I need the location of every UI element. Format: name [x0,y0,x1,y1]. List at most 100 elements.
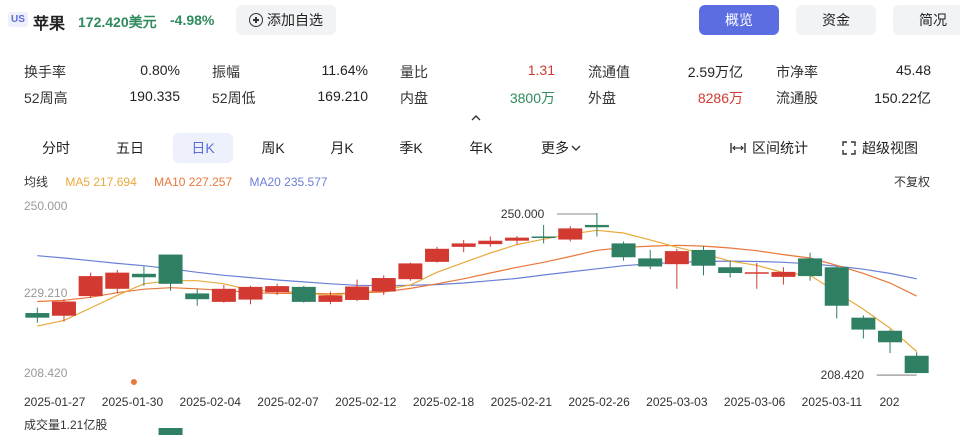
candle-body [425,248,450,262]
candle-body [291,286,316,302]
event-marker-dot [130,379,137,385]
candle-body [878,330,903,343]
stat-value: 11.64% [321,62,368,78]
x-tick-label: 2025-02-04 [180,395,242,409]
y-tick-label: 250.000 [24,199,68,213]
ma10-line [37,244,917,303]
tab-yearly-k[interactable]: 年K [469,140,493,156]
stock-name: 苹果 [33,16,66,33]
stat-value: 0.80% [140,62,180,78]
x-tick-label: 2025-02-21 [491,395,553,409]
tab-intraday[interactable]: 分时 [42,140,70,156]
interval-icon [730,143,746,153]
candle-body [478,240,503,245]
candle-body [638,258,663,267]
candle-body [824,267,849,306]
candle-body [185,293,210,300]
candle-body [718,267,743,274]
x-tick-label: 2025-01-30 [102,395,164,409]
x-tick-label: 2025-02-12 [335,395,397,409]
market-badge: US [8,12,28,27]
stat-value: 8286万 [697,90,743,106]
candle-body [51,301,76,316]
add-watchlist-label: 添加自选 [267,12,323,28]
x-tick-label: 2025-03-11 [802,395,863,409]
tab-monthly-k[interactable]: 月K [330,140,354,156]
tab-quarterly-k[interactable]: 季K [399,140,423,156]
stat-label: 外盘 [588,90,616,106]
stat-label: 流通股 [776,90,818,106]
stock-price: 172.420美元 [78,14,157,30]
stat-label: 流通值 [588,64,630,80]
interval-stats-button[interactable]: 区间统计 [730,133,808,163]
chevron-down-icon [571,145,581,151]
candle-body [398,263,423,280]
candle-body [531,236,556,238]
stat-label: 换手率 [24,64,66,80]
candle-body [691,249,716,266]
candle-body [904,355,929,374]
candle-body [25,313,50,318]
stat-value: 169.210 [317,88,368,104]
candle-body [131,273,156,278]
stat-value: 150.22亿 [874,90,931,106]
tab-profile[interactable]: 简况 [893,5,960,35]
legend-ma10: MA10 227.257 [154,175,233,189]
x-tick-label: 2025-03-03 [646,395,708,409]
x-tick-label: 202 [879,395,899,409]
candle-body [851,317,876,330]
stat-value: 2.59万亿 [687,64,743,80]
candle-body [78,276,103,297]
candle-body [504,237,529,241]
ma5-line [37,229,918,352]
tab-more[interactable]: 更多 [533,133,589,163]
tab-daily-k[interactable]: 日K [173,133,233,163]
candle-body [558,228,583,240]
high-price-label: 250.000 [501,207,545,221]
candle-body [238,286,263,300]
candle-body [318,295,343,302]
volume-bar [158,428,183,435]
candle-body [451,243,476,247]
more-label: 更多 [541,140,569,156]
x-tick-label: 2025-02-26 [568,395,630,409]
candle-body [744,272,769,274]
x-tick-label: 2025-03-06 [724,395,786,409]
candle-body [158,254,183,284]
chevron-up-icon[interactable] [471,113,481,123]
candle-body [584,224,609,228]
candle-body [371,278,396,292]
candlestick-chart[interactable]: 250.000 229.210 208.420 250.000 208.420 2025-… [0,190,960,435]
x-tick-label: 2025-01-27 [24,395,86,409]
y-tick-label: 208.420 [24,366,68,380]
tab-capital[interactable]: 资金 [796,5,876,35]
plus-circle-icon [249,13,263,27]
tab-overview[interactable]: 概览 [699,5,779,35]
fullscreen-icon [842,141,856,155]
stat-value: 190.335 [129,88,180,104]
stat-value: 3800万 [509,90,555,106]
candle-body [105,272,130,289]
legend-title: 均线 [24,175,49,189]
tab-five-day[interactable]: 五日 [116,140,144,156]
stats-panel: 换手率 0.80% 振幅 11.64% 量比 1.31 流通值 2.59万亿 市… [0,56,960,112]
x-tick-label: 2025-02-07 [257,395,319,409]
stock-change: -4.98% [170,12,215,28]
stat-label: 内盘 [400,90,428,106]
volume-label: 成交量1.21亿股 [24,417,107,432]
super-view-label: 超级视图 [862,140,918,156]
add-watchlist-button[interactable]: 添加自选 [236,5,336,35]
price-adjust-selector[interactable]: 不复权 [893,175,930,189]
candle-body [345,286,370,300]
candle-body [798,258,823,277]
tab-weekly-k[interactable]: 周K [261,140,285,156]
candle-body [265,286,290,293]
low-price-label: 208.420 [821,368,865,382]
legend-ma20: MA20 235.577 [249,175,328,189]
stat-label: 振幅 [212,64,240,80]
candle-body [211,288,236,302]
stat-value: 45.48 [895,62,931,78]
y-tick-label: 229.210 [24,286,68,300]
super-view-button[interactable]: 超级视图 [842,133,918,163]
candle-body [664,251,689,265]
